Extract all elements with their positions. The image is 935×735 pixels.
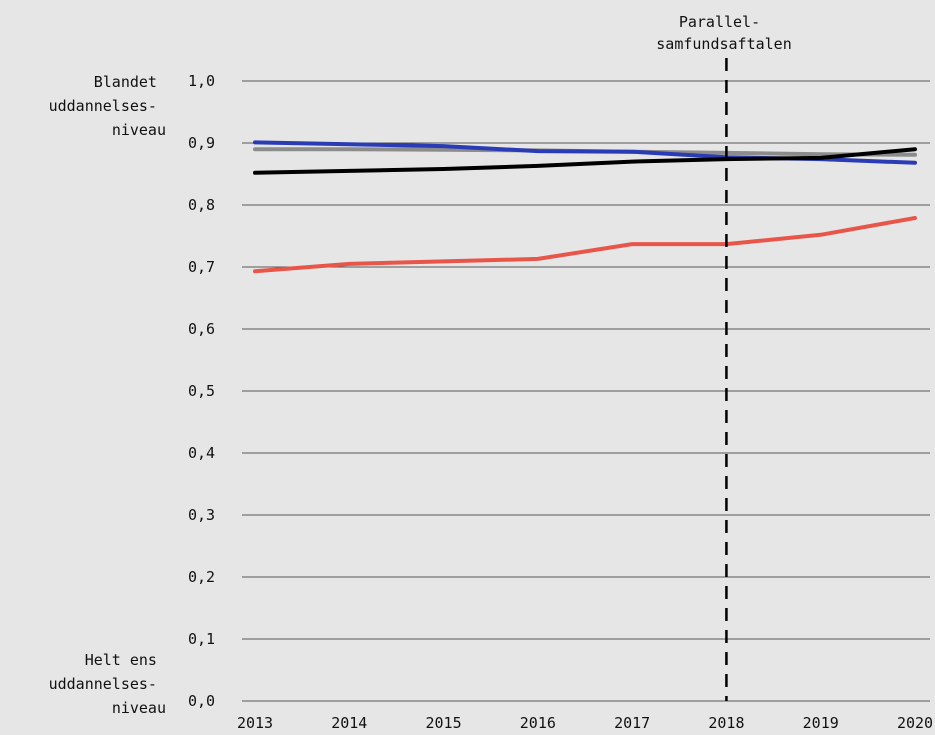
data-point <box>536 149 540 153</box>
data-point <box>630 242 634 246</box>
x-tick-label: 2020 <box>897 714 933 732</box>
series-line-4 <box>253 216 917 274</box>
data-point <box>819 233 823 237</box>
data-point <box>913 153 917 157</box>
marker-annotation-label: Parallel- samfundsaftalen <box>656 13 791 53</box>
data-point <box>253 171 257 175</box>
data-point <box>630 150 634 154</box>
y-tick-label: 0,4 <box>188 444 215 462</box>
data-point <box>253 140 257 144</box>
data-point <box>536 257 540 261</box>
x-tick-label: 2016 <box>520 714 556 732</box>
data-point <box>442 259 446 263</box>
data-point <box>536 164 540 168</box>
data-point <box>819 156 823 160</box>
series-lines <box>253 140 917 274</box>
y-tick-label: 0,8 <box>188 196 215 214</box>
data-point <box>819 152 823 156</box>
series-line-3 <box>253 147 917 175</box>
x-tick-label: 2019 <box>803 714 839 732</box>
data-point <box>442 167 446 171</box>
x-tick-label: 2017 <box>614 714 650 732</box>
y-tick-label: 0,1 <box>188 630 215 648</box>
data-point <box>913 216 917 220</box>
data-point <box>442 148 446 152</box>
y-tick-label: 0,9 <box>188 134 215 152</box>
data-point <box>347 169 351 173</box>
x-tick-label: 2015 <box>426 714 462 732</box>
y-tick-label: 0,6 <box>188 320 215 338</box>
data-point <box>913 161 917 165</box>
grid-lines <box>242 80 930 702</box>
data-point <box>347 142 351 146</box>
y-tick-label: 0,0 <box>188 692 215 710</box>
y-tick-label: 1,0 <box>188 72 215 90</box>
data-point <box>347 147 351 151</box>
y-tick-label: 0,5 <box>188 382 215 400</box>
x-tick-label: 2013 <box>237 714 273 732</box>
x-tick-label: 2014 <box>331 714 367 732</box>
x-axis-tick-labels: 2013 2014 2015 2016 2017 2018 2019 2020 <box>237 714 933 732</box>
data-point <box>347 262 351 266</box>
y-tick-label: 0,2 <box>188 568 215 586</box>
data-point <box>253 147 257 151</box>
y-axis-bottom-label: Helt ens uddannelses- niveau <box>49 651 166 717</box>
y-axis-top-label: Blandet uddannelses- niveau <box>49 73 166 139</box>
data-point <box>913 147 917 151</box>
x-tick-label: 2018 <box>708 714 744 732</box>
y-axis-tick-labels: 1,0 0,9 0,8 0,7 0,6 0,5 0,4 0,3 0,2 0,1 0,0 <box>188 72 215 710</box>
y-tick-label: 0,7 <box>188 258 215 276</box>
data-point <box>442 144 446 148</box>
data-point <box>630 160 634 164</box>
data-point <box>253 269 257 273</box>
y-tick-label: 0,3 <box>188 506 215 524</box>
